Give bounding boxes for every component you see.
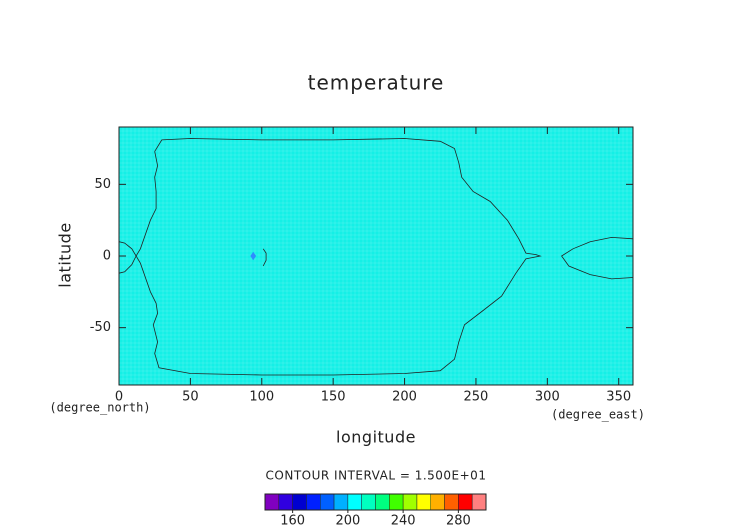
- colorbar-cell: [306, 493, 321, 511]
- colorbar-cell: [361, 493, 376, 511]
- colorbar-cell: [375, 493, 390, 511]
- y-tick-label: -50: [90, 320, 111, 335]
- x-tick-label: 250: [464, 390, 489, 405]
- colorbar-cell: [430, 493, 445, 511]
- field: [119, 127, 633, 385]
- chart-title: temperature: [308, 71, 445, 95]
- contour-line: [262, 248, 267, 267]
- y-tick-label: 50: [94, 177, 111, 192]
- colorbar-cell: [278, 493, 293, 511]
- x-tick-label: 200: [392, 390, 417, 405]
- colorbar-cell: [347, 493, 362, 511]
- contour-fill: [250, 251, 257, 261]
- x-axis-label: longitude: [336, 428, 416, 447]
- contour-line: [118, 255, 137, 274]
- colorbar-cell: [264, 493, 280, 511]
- contour-line: [561, 236, 634, 280]
- colorbar-tick-label: 280: [446, 514, 471, 529]
- x-unit: (degree_east): [551, 408, 645, 422]
- colorbar-cell: [292, 493, 307, 511]
- y-axis-label: latitude: [56, 222, 75, 287]
- y-unit: (degree_north): [49, 401, 150, 415]
- colorbar-cell: [402, 493, 418, 511]
- colorbar-cell: [471, 493, 487, 511]
- x-tick-label: 350: [606, 390, 631, 405]
- colorbar-cell: [320, 493, 335, 511]
- colorbar-frame: [264, 493, 487, 511]
- x-tick-label: 150: [321, 390, 346, 405]
- colorbar-cell: [416, 493, 431, 511]
- x-tick-label: 300: [535, 390, 560, 405]
- colorbar-tick-label: 160: [280, 514, 305, 529]
- colorbar-cell: [458, 493, 473, 511]
- colorbar-tick-label: 200: [335, 514, 360, 529]
- contour-line: [135, 138, 542, 376]
- contour-interval: CONTOUR INTERVAL = 1.500E+01: [266, 469, 487, 483]
- colorbar-cell: [444, 493, 459, 511]
- y-tick-label: 0: [103, 249, 111, 264]
- contour-line: [118, 241, 137, 257]
- colorbar-cell: [389, 493, 404, 511]
- x-tick-label: 100: [249, 390, 274, 405]
- x-tick-label: 0: [115, 390, 123, 405]
- x-tick-label: 50: [182, 390, 199, 405]
- colorbar-tick-label: 240: [391, 514, 416, 529]
- colorbar-cell: [333, 493, 349, 511]
